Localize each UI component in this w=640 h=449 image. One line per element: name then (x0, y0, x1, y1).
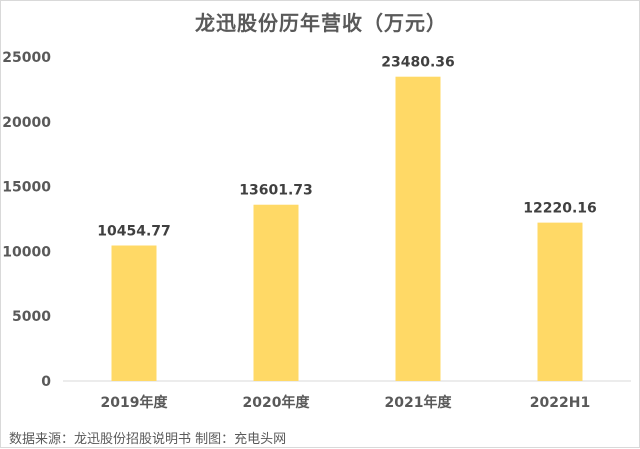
data-label: 10454.77 (97, 224, 171, 240)
x-tick-label: 2020年度 (243, 394, 311, 411)
chart-title: 龙迅股份历年营收（万元） (195, 11, 447, 35)
bar (111, 245, 157, 381)
bar (253, 204, 299, 381)
x-tick-label: 2022H1 (530, 395, 590, 411)
source-note: 数据来源：龙迅股份招股说明书 制图：充电头网 (9, 432, 287, 447)
data-label: 13601.73 (239, 183, 313, 199)
y-tick-label: 25000 (2, 50, 51, 66)
x-tick-label: 2021年度 (385, 394, 453, 411)
data-label: 12220.16 (523, 201, 597, 217)
y-tick-label: 10000 (2, 244, 51, 260)
x-tick-label: 2019年度 (101, 394, 169, 411)
y-tick-label: 0 (41, 374, 51, 390)
bar (537, 222, 583, 381)
bar (395, 76, 441, 382)
data-label: 23480.36 (381, 55, 455, 71)
y-tick-label: 20000 (2, 115, 51, 131)
y-tick-label: 5000 (12, 309, 51, 325)
y-tick-label: 15000 (2, 180, 51, 196)
